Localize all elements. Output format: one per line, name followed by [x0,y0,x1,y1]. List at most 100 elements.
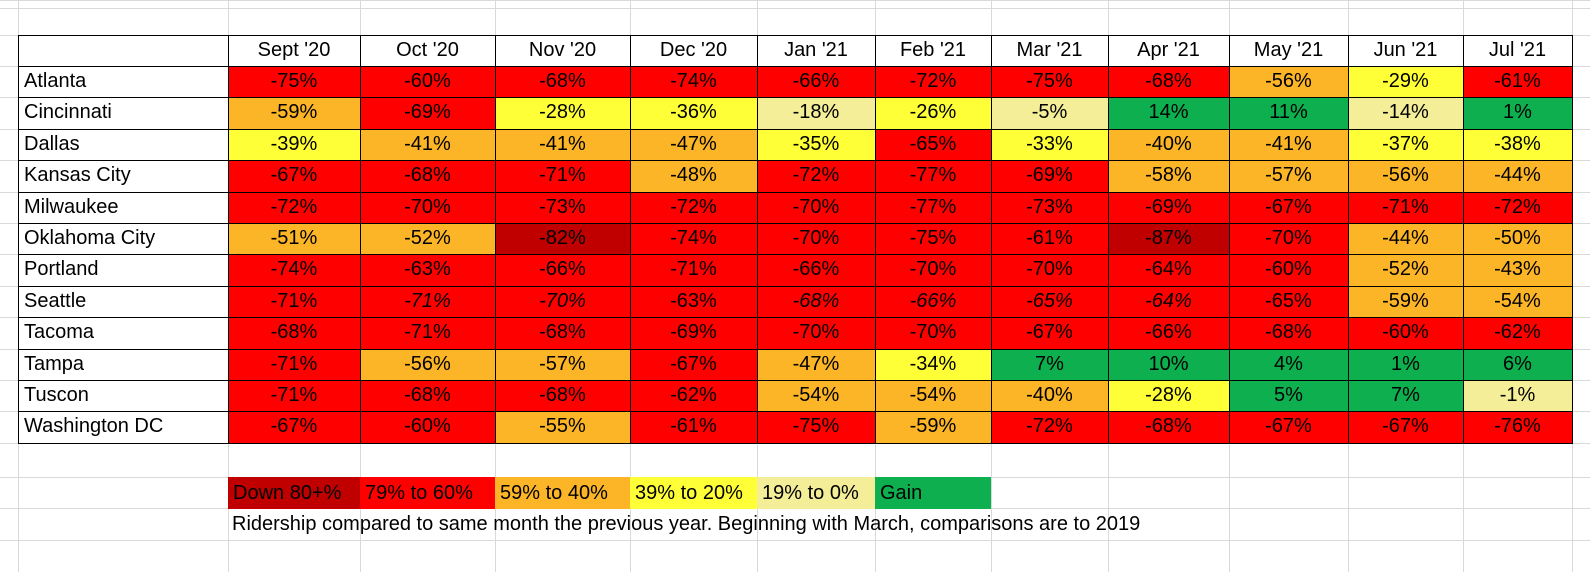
data-cell: -64% [1108,254,1229,286]
data-cell: -67% [1348,411,1463,443]
data-cell: -66% [757,66,875,98]
data-cell: -60% [360,411,495,443]
data-cell: -67% [228,160,360,192]
data-cell: -62% [630,380,757,412]
data-cell: 14% [1108,97,1229,129]
data-cell: -14% [1348,97,1463,129]
data-cell: -54% [757,380,875,412]
data-cell: -52% [360,223,495,255]
row-label-city: Tuscon [18,380,228,412]
column-header: Jul '21 [1463,35,1572,66]
data-cell: -26% [875,97,991,129]
data-cell: -57% [495,348,630,380]
data-cell: -59% [1348,285,1463,318]
row-label-city: Tampa [18,348,228,380]
data-cell: -52% [1348,254,1463,286]
data-cell: -56% [360,348,495,380]
legend-item: 39% to 20% [630,477,757,509]
data-cell: -82% [495,223,630,255]
data-cell: -63% [360,254,495,286]
column-header: Sept '20 [228,35,360,66]
legend-item: 19% to 0% [757,477,875,509]
data-cell: -71% [360,317,495,349]
column-header: Jun '21 [1348,35,1463,66]
data-cell: -75% [228,66,360,98]
data-cell: -66% [495,254,630,286]
data-cell: -65% [1229,285,1348,318]
data-cell: -70% [757,191,875,223]
data-cell: -44% [1348,223,1463,255]
column-header: Dec '20 [630,35,757,66]
row-label-city: Tacoma [18,317,228,349]
data-cell: -54% [875,380,991,412]
data-cell: -56% [1348,160,1463,192]
data-cell: -68% [1108,411,1229,443]
data-cell: -54% [1463,285,1572,318]
column-header: Oct '20 [360,35,495,66]
data-cell: -60% [1348,317,1463,349]
data-cell: -74% [228,254,360,286]
legend-item: Gain [875,477,991,509]
data-cell: -77% [875,191,991,223]
data-cell: -67% [1229,191,1348,223]
data-cell: 7% [1348,380,1463,412]
data-cell: -40% [991,380,1108,412]
column-header: May '21 [1229,35,1348,66]
data-cell: -34% [875,348,991,380]
data-cell: -73% [991,191,1108,223]
data-cell: 4% [1229,348,1348,380]
data-cell: -71% [228,380,360,412]
column-header: Feb '21 [875,35,991,66]
data-cell: -58% [1108,160,1229,192]
legend-item: Down 80+% [228,477,360,509]
data-cell: -41% [1229,128,1348,161]
data-cell: -69% [991,160,1108,192]
data-cell: -39% [228,128,360,161]
data-cell: -71% [1348,191,1463,223]
data-cell: -68% [757,285,875,318]
data-cell: -57% [1229,160,1348,192]
header-corner-cell [18,35,228,66]
legend-item: 79% to 60% [360,477,495,509]
data-cell: -55% [495,411,630,443]
row-label-city: Oklahoma City [18,223,228,255]
data-cell: -66% [757,254,875,286]
data-cell: -18% [757,97,875,129]
data-cell: -36% [630,97,757,129]
data-cell: -68% [360,160,495,192]
data-cell: -75% [875,223,991,255]
data-cell: -70% [875,254,991,286]
data-cell: -61% [991,223,1108,255]
data-cell: -47% [630,128,757,161]
row-label-city: Seattle [18,285,228,318]
data-cell: -60% [360,66,495,98]
data-cell: -74% [630,66,757,98]
data-cell: -87% [1108,223,1229,255]
data-cell: -65% [991,285,1108,318]
data-cell: -41% [360,128,495,161]
legend-item: 59% to 40% [495,477,630,509]
data-cell: 10% [1108,348,1229,380]
data-cell: -28% [1108,380,1229,412]
row-label-city: Dallas [18,128,228,161]
row-label-city: Portland [18,254,228,286]
data-cell: -33% [991,128,1108,161]
data-cell: -70% [495,285,630,318]
data-cell: -68% [228,317,360,349]
data-cell: -70% [757,223,875,255]
row-label-city: Washington DC [18,411,228,443]
data-cell: -71% [630,254,757,286]
data-cell: -44% [1463,160,1572,192]
data-cell: -70% [875,317,991,349]
data-cell: -68% [1229,317,1348,349]
row-label-city: Cincinnati [18,97,228,129]
data-cell: -47% [757,348,875,380]
data-cell: -68% [495,66,630,98]
data-cell: 1% [1348,348,1463,380]
data-cell: 11% [1229,97,1348,129]
data-cell: -69% [1108,191,1229,223]
data-cell: -68% [1108,66,1229,98]
data-cell: -72% [875,66,991,98]
data-cell: -61% [1463,66,1572,98]
